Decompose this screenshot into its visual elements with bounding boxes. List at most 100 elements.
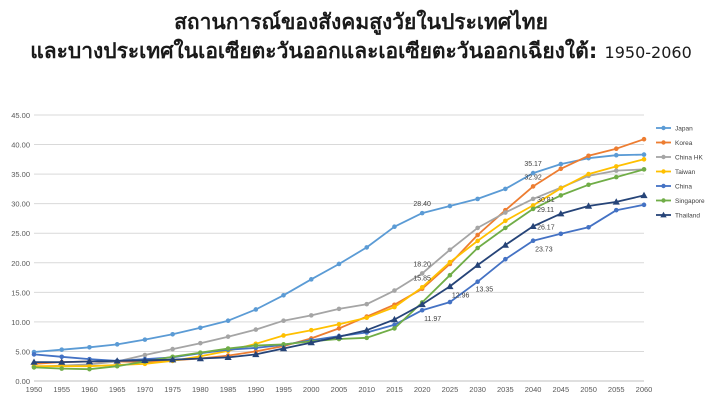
data-point-china (31, 352, 37, 357)
data-point-taiwan (447, 259, 453, 265)
data-point-japan (225, 318, 231, 324)
data-point-japan (641, 152, 647, 157)
data-point-thailand (85, 357, 94, 365)
data-point-singapore (586, 182, 591, 188)
data-point-korea (613, 146, 619, 151)
data-point-china-hk (198, 340, 203, 346)
data-point-china-hk (613, 168, 619, 173)
x-tick-label: 1965 (109, 385, 126, 394)
legend-marker-korea (661, 140, 666, 145)
title-line-1: สถานการณ์ของสังคมสูงวัยในประเทศไทย (174, 10, 548, 34)
x-tick-label: 2000 (303, 385, 320, 394)
data-point-china-hk (364, 301, 370, 307)
data-label: 29.11 (537, 207, 554, 214)
data-point-japan (503, 186, 508, 192)
data-point-china-hk (503, 210, 508, 215)
data-label: 13.35 (476, 287, 494, 294)
data-point-china (392, 322, 397, 328)
data-point-singapore (59, 366, 65, 371)
legend-label-japan: Japan (675, 126, 693, 133)
data-point-china (641, 202, 647, 208)
data-point-thailand (612, 198, 620, 205)
data-point-singapore (530, 206, 536, 212)
data-point-thailand (196, 354, 204, 362)
x-tick-label: 1985 (220, 385, 237, 394)
data-point-singapore (447, 272, 453, 278)
data-point-thailand (279, 344, 288, 352)
data-point-thailand (307, 338, 315, 346)
data-point-japan (198, 325, 203, 331)
legend-label-thailand: Thailand (675, 213, 700, 220)
x-tick-label: 1950 (26, 385, 43, 394)
data-point-japan (419, 210, 425, 216)
data-point-japan (253, 307, 259, 312)
data-point-korea (558, 166, 564, 172)
data-point-singapore (364, 335, 370, 341)
data-point-china-hk (253, 327, 259, 332)
data-labels: 35.17 32.92 30.81 29.11 26.17 23.73 28.40 18.20… (413, 161, 554, 323)
data-point-china (503, 256, 508, 262)
series-lines (30, 136, 648, 372)
data-label: 23.73 (535, 247, 553, 254)
data-label: 15.85 (413, 275, 431, 282)
data-point-china (613, 207, 619, 213)
data-point-japan (447, 203, 453, 209)
data-point-singapore (558, 193, 564, 198)
data-point-japan (308, 277, 314, 282)
x-tick-label: 1955 (53, 385, 70, 394)
x-tick-label: 2060 (636, 385, 653, 394)
title-line-2-text: และบางประเทศในเอเซียตะวันออกและเอเซียตะว… (30, 39, 598, 63)
data-point-singapore (613, 174, 619, 180)
data-point-thailand (224, 353, 232, 361)
title-year-range: 1950-2060 (604, 43, 692, 62)
data-point-japan (364, 245, 370, 250)
data-point-japan (170, 332, 175, 337)
x-tick-label: 2010 (358, 385, 375, 394)
data-point-japan (475, 196, 480, 202)
data-point-thailand (363, 326, 371, 333)
data-point-china-hk (170, 346, 175, 352)
x-tick-label: 2040 (525, 385, 542, 394)
y-tick-label: 15.00 (11, 288, 30, 297)
legend-label-taiwan: Taiwan (675, 169, 696, 176)
y-tick-label: 10.00 (11, 318, 30, 327)
data-point-japan (613, 152, 619, 158)
legend-marker-taiwan (661, 169, 666, 174)
data-point-singapore (392, 326, 397, 331)
data-point-thailand (390, 315, 399, 323)
data-label: 32.92 (524, 174, 542, 181)
data-point-singapore (114, 363, 120, 369)
data-point-taiwan (308, 327, 314, 333)
data-point-china (447, 299, 453, 305)
y-tick-label: 45.00 (11, 111, 30, 120)
data-point-thailand (640, 191, 648, 199)
data-point-taiwan (503, 218, 508, 224)
data-point-japan (558, 161, 564, 167)
data-point-china-hk (308, 313, 314, 318)
y-tick-label: 25.00 (11, 229, 30, 238)
data-point-taiwan (530, 203, 536, 208)
data-point-japan (87, 345, 92, 350)
x-tick-label: 2015 (386, 385, 403, 394)
data-point-korea (530, 184, 536, 189)
y-tick-label: 35.00 (11, 170, 30, 179)
data-point-china-hk (447, 247, 453, 253)
data-label: 35.17 (524, 161, 542, 168)
data-point-thailand (113, 357, 121, 364)
data-point-thailand (58, 358, 66, 365)
data-point-singapore (253, 343, 259, 348)
data-point-japan (530, 170, 536, 176)
data-point-taiwan (392, 304, 397, 310)
x-tick-label: 1990 (247, 385, 264, 394)
data-point-korea (336, 326, 342, 331)
data-point-japan (392, 224, 397, 230)
data-point-taiwan (336, 321, 342, 327)
data-point-thailand (335, 333, 343, 340)
data-point-taiwan (281, 333, 286, 338)
legend-label-china: China (675, 184, 692, 191)
data-point-china-hk (142, 352, 148, 358)
chart-title: สถานการณ์ของสังคมสูงวัยในประเทศไทย และบา… (0, 8, 722, 67)
data-point-korea (475, 232, 480, 238)
data-point-thailand (141, 356, 149, 364)
data-point-singapore (31, 365, 37, 370)
